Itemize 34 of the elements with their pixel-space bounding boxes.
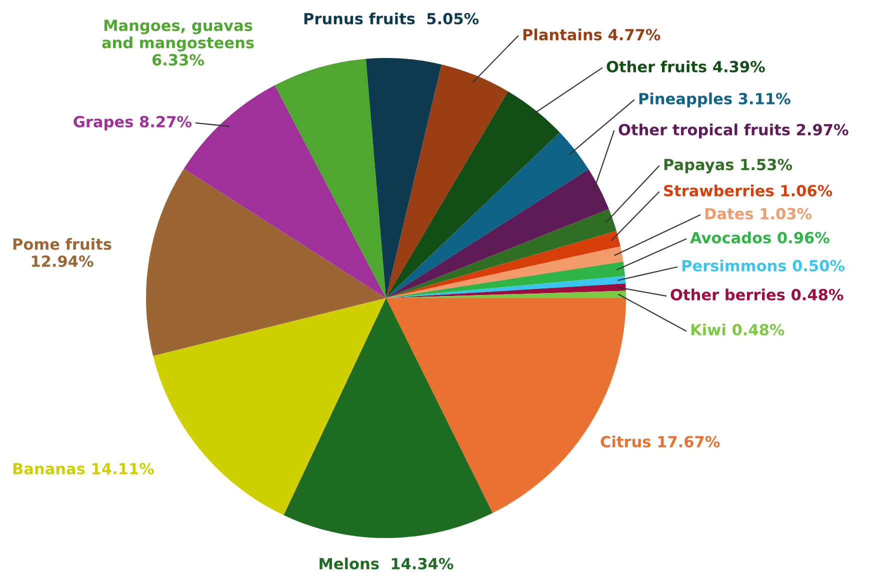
pie-slice [386,91,560,298]
slice-label: Mangoes, guavas and mangosteens [102,20,254,52]
pie-slice [386,230,620,298]
slice-label: Papayas 1.53% [664,158,792,174]
slice-label: Plantains 4.77% [523,28,660,40]
pie-slice [386,64,508,298]
slice-label: Other tropical fruits 2.97% [618,124,848,138]
pie-slice [153,298,386,516]
pie-slice [386,246,624,298]
data-label: 12.94% [32,255,94,267]
slice-label: Strawberries 1.06% [664,184,832,196]
slice-label: Persimmons 0.50% [682,260,845,272]
pie-slice [386,262,625,298]
slice-label: Other fruits 4.39% [606,60,765,72]
data-label: 6.33% [152,54,204,66]
pie-slice [386,132,589,298]
slice-label: Dates 1.03% [705,208,812,220]
pie-slice [386,209,616,298]
slice-label: Grapes 8.27% [74,116,192,130]
slice-label: Kiwi 0.48% [691,324,784,336]
slice-label: Pome fruits [13,238,112,250]
pie-slice [366,58,442,298]
pie-slice [284,298,493,538]
slice-label: Melons 14.34% [320,558,454,570]
pie-slice [386,276,626,298]
slice-label: Avocados 0.96% [690,232,830,244]
slice-label: Prunus fruits 5.05% [304,12,479,24]
slice-label: Pineapples 3.11% [639,92,790,108]
pie-slice [274,58,386,298]
pie-slice [146,168,386,356]
slice-label: Other berries 0.48% [670,288,844,300]
pie-slice [386,169,609,298]
slice-label: Bananas 14.11% [13,462,154,474]
slice-label: Citrus 17.67% [600,436,720,448]
